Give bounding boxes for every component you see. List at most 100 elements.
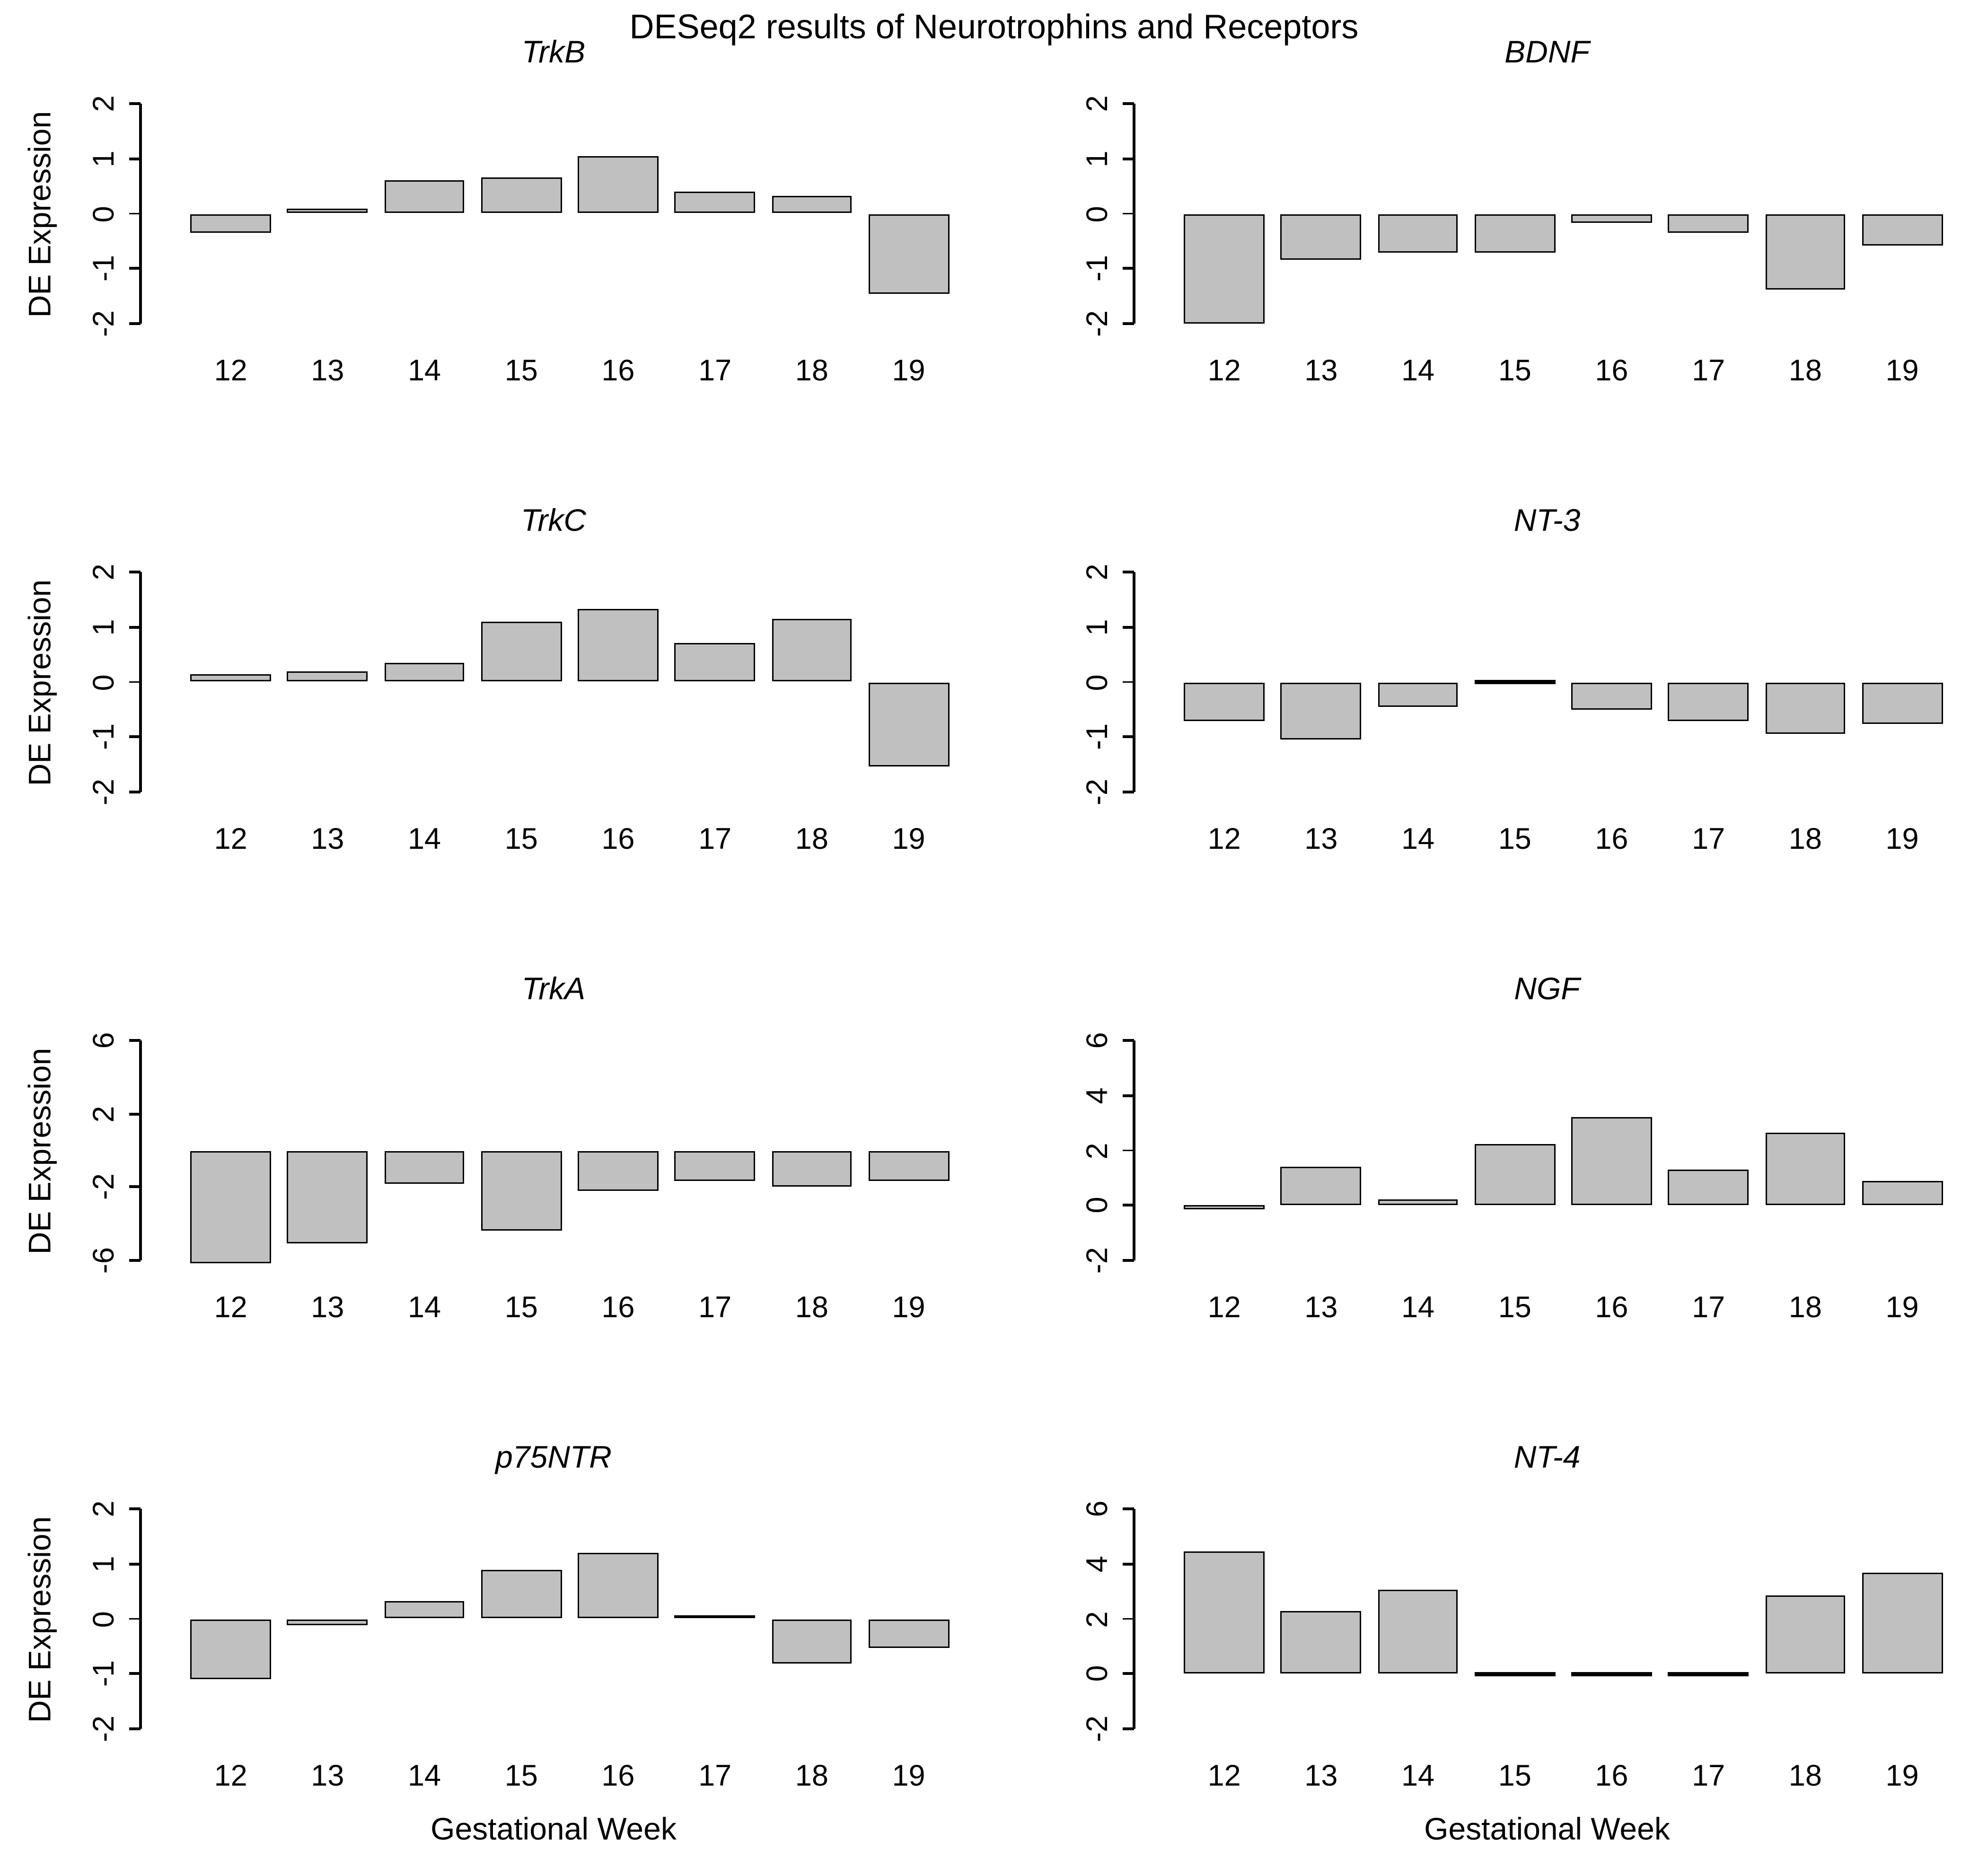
y-tick-label: 0 <box>1082 673 1114 691</box>
bar-week-15 <box>1474 1145 1556 1206</box>
panel-title: NGF <box>1514 971 1580 1006</box>
y-axis-label <box>1016 1500 1050 1737</box>
y-tick-label: -2 <box>88 310 121 337</box>
x-tick-label: 19 <box>892 1760 925 1793</box>
x-tick-label: 19 <box>892 823 925 856</box>
y-tick <box>128 1186 140 1189</box>
y-tick <box>1122 1039 1134 1042</box>
x-tick-label: 13 <box>311 1292 344 1324</box>
x-tick-label: 19 <box>892 1292 925 1324</box>
y-tick-label: 1 <box>88 618 121 636</box>
x-tick-label: 17 <box>698 355 732 387</box>
bar-week-16 <box>578 1553 659 1619</box>
x-tick-label: 16 <box>601 823 635 856</box>
x-tick-label: 18 <box>795 1760 828 1793</box>
y-tick-label: 2 <box>88 96 121 113</box>
bar-week-18 <box>1765 1595 1846 1674</box>
panel-bdnf: BDNF -2 -1 0 1 2 12 13 14 15 16 17 18 19 <box>1082 34 1959 387</box>
y-axis <box>1133 572 1135 792</box>
bar-week-18 <box>1765 213 1846 290</box>
bar-week-13 <box>287 1150 368 1244</box>
x-tick-label: 14 <box>407 1292 441 1324</box>
y-tick-label: 0 <box>1082 1665 1114 1682</box>
y-tick-label: 2 <box>1082 564 1114 581</box>
x-tick-label: 16 <box>1595 1292 1628 1324</box>
y-tick-label: -1 <box>88 723 121 750</box>
x-tick-label: 15 <box>1498 355 1531 387</box>
x-tick-label: 12 <box>214 823 247 856</box>
y-tick <box>1122 157 1134 160</box>
y-tick-label: 4 <box>1082 1087 1114 1104</box>
y-axis <box>1133 104 1135 324</box>
x-tick-label: 16 <box>601 1292 635 1324</box>
x-tick-label: 15 <box>504 1292 538 1324</box>
y-axis <box>1133 1509 1135 1729</box>
x-tick-label: 12 <box>1207 355 1241 387</box>
x-tick-label: 18 <box>795 1292 828 1324</box>
y-tick <box>128 1039 140 1042</box>
bar-week-15 <box>1474 680 1556 684</box>
y-tick <box>1122 1259 1134 1262</box>
bar-week-13 <box>287 1619 368 1625</box>
x-tick-label: 14 <box>1401 823 1435 856</box>
y-tick <box>1122 790 1134 793</box>
bar-week-17 <box>1668 1169 1749 1206</box>
x-tick-label: 12 <box>1207 823 1241 856</box>
bar-week-19 <box>868 213 949 293</box>
y-tick <box>128 1727 140 1730</box>
y-tick-label: -6 <box>88 1247 121 1274</box>
bar-week-18 <box>771 1150 853 1186</box>
y-tick <box>1122 1617 1134 1620</box>
bar-week-12 <box>1184 682 1265 721</box>
x-tick-label: 17 <box>698 1292 732 1324</box>
bar-week-12 <box>190 674 271 682</box>
bar-week-17 <box>674 642 756 682</box>
y-tick-label: -1 <box>88 255 121 282</box>
y-tick <box>1122 1562 1134 1566</box>
y-tick <box>1122 1204 1134 1207</box>
y-tick <box>128 571 140 574</box>
bar-week-13 <box>1281 1167 1362 1206</box>
y-tick-label: -1 <box>88 1660 121 1687</box>
bar-week-18 <box>771 619 853 682</box>
x-tick-label: 17 <box>1692 823 1725 856</box>
panel-title: NT-4 <box>1513 1439 1581 1475</box>
panel-p75ntr: p75NTR DE Expression Gestational Week -2… <box>21 1439 965 1847</box>
panel-trka: TrkA DE Expression -6 -2 2 6 12 13 14 15 16 17 18 1… <box>21 971 965 1324</box>
y-tick-label: 1 <box>88 1555 121 1573</box>
y-axis-label <box>1016 95 1050 332</box>
y-tick <box>1122 1727 1134 1730</box>
y-tick-label: -2 <box>88 1173 121 1200</box>
y-tick <box>128 212 140 215</box>
x-tick-label: 12 <box>214 1760 247 1793</box>
bar-week-13 <box>287 671 368 682</box>
x-tick-label: 12 <box>214 1292 247 1324</box>
x-tick-label: 12 <box>214 355 247 387</box>
bar-week-16 <box>1571 1117 1652 1206</box>
x-axis-label: Gestational Week <box>1424 1811 1670 1847</box>
y-axis-label: DE Expression <box>21 579 57 785</box>
y-tick <box>128 1112 140 1115</box>
x-tick-label: 17 <box>1692 1760 1725 1793</box>
panel-ngf: NGF -2 0 2 4 6 12 13 14 15 16 17 18 19 <box>1082 971 1959 1324</box>
y-tick-label: -2 <box>1082 778 1114 805</box>
bar-week-19 <box>868 1619 949 1648</box>
bar-week-14 <box>1377 1199 1459 1206</box>
y-tick-label: -2 <box>1082 1715 1114 1742</box>
bar-week-14 <box>1377 1590 1459 1674</box>
bar-week-14 <box>384 1601 465 1619</box>
bar-week-16 <box>578 609 659 682</box>
y-tick-label: 2 <box>88 564 121 581</box>
bar-week-15 <box>481 1150 562 1231</box>
y-tick-label: 2 <box>1082 1142 1114 1159</box>
x-tick-label: 19 <box>1885 823 1919 856</box>
x-tick-label: 17 <box>698 1760 732 1793</box>
bar-week-16 <box>578 1150 659 1192</box>
panel-title: BDNF <box>1504 34 1590 70</box>
panel-title: p75NTR <box>495 1439 612 1475</box>
panel-trkb: TrkB DE Expression -2 -1 0 1 2 12 13 14 15 16 17 18… <box>21 34 965 387</box>
y-tick <box>1122 1507 1134 1511</box>
y-tick-label: 6 <box>1082 1032 1114 1049</box>
x-tick-label: 15 <box>504 823 538 856</box>
